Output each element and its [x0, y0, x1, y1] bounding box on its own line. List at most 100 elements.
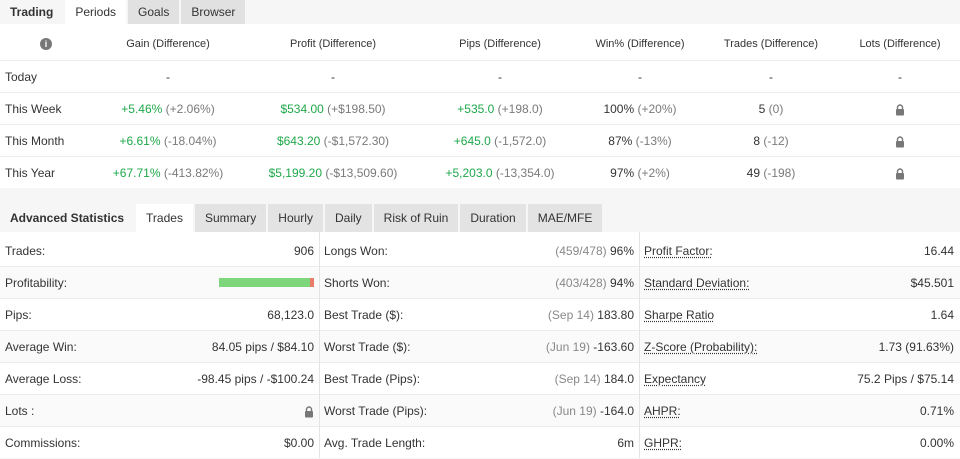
stat-label[interactable]: AHPR:	[644, 404, 681, 418]
info-icon[interactable]: i	[40, 38, 52, 51]
tab-summary[interactable]: Summary	[194, 204, 269, 232]
stats-tab-bar: Advanced Statistics Trades Summary Hourl…	[0, 204, 960, 232]
stat-value: 84.05 pips / $84.10	[211, 340, 314, 354]
stat-detail: (Sep 14)	[547, 308, 594, 322]
win-value: 87%	[608, 134, 633, 148]
stat-label: Commissions:	[5, 436, 81, 450]
stat-label: Best Trade ($):	[324, 308, 404, 322]
stat-value: -163.60	[593, 340, 634, 354]
tab-periods[interactable]: Periods	[65, 0, 129, 24]
stat-label[interactable]: Z-Score (Probability):	[644, 340, 758, 354]
profit-value: $5,199.20	[268, 166, 322, 180]
profit-diff: (-$1,572.30)	[323, 134, 390, 148]
header-win: Win% (Difference)	[595, 38, 685, 50]
periods-table: i Gain (Difference) Profit (Difference) …	[0, 24, 960, 188]
gain-value: +67.71%	[112, 166, 161, 180]
stat-value: -164.0	[599, 404, 634, 418]
stat-label: Worst Trade ($):	[324, 340, 411, 354]
stats-row: Trades: 906 Longs Won: (459/478) 96% Pro…	[0, 235, 960, 267]
stat-label: Avg. Trade Length:	[324, 436, 426, 450]
trades-value: 49	[746, 166, 760, 180]
stats-row: Average Loss: -98.45 pips / -$100.24 Bes…	[0, 363, 960, 395]
stat-detail: (403/428)	[555, 276, 607, 290]
profitability-bar	[219, 278, 314, 287]
tab-trades[interactable]: Trades	[136, 204, 195, 232]
pips-cell: +5,203.0 (-13,354.0)	[430, 157, 570, 189]
stat-value: $0.00	[283, 436, 314, 450]
stat-value: 68,123.0	[267, 308, 314, 322]
pips-value: -	[498, 70, 502, 84]
trades-value: 5	[758, 102, 766, 116]
period-row-month: This Month +6.61% (-18.04%) $643.20 (-$1…	[0, 124, 960, 156]
trades-value: -	[769, 70, 773, 84]
stat-label[interactable]: Expectancy	[644, 372, 707, 386]
column-divider	[319, 232, 320, 458]
profit-diff: (-$13,509.60)	[325, 166, 398, 180]
stat-value: -98.45 pips / -$100.24	[197, 372, 314, 386]
pips-value: +645.0	[453, 134, 491, 148]
stat-detail: (Sep 14)	[554, 372, 601, 386]
win-value: -	[638, 70, 642, 84]
stat-value-group: (Jun 19) -164.0	[553, 395, 634, 427]
stat-value-group: (Jun 19) -163.60	[546, 331, 634, 363]
gain-diff: (-18.04%)	[163, 134, 217, 148]
stat-value-group: (403/428) 94%	[555, 267, 634, 299]
advanced-statistics-panel: Trades: 906 Longs Won: (459/478) 96% Pro…	[0, 232, 960, 458]
win-cell: 100% (+20%)	[570, 93, 710, 125]
row-label: This Week	[5, 102, 62, 116]
trades-cell: 49 (-198)	[701, 157, 841, 189]
tab-mae-mfe[interactable]: MAE/MFE	[527, 204, 605, 232]
header-gain: Gain (Difference)	[126, 38, 210, 50]
header-trades: Trades (Difference)	[723, 38, 819, 50]
section-separator	[0, 188, 960, 204]
stat-label[interactable]: GHPR:	[644, 436, 683, 450]
pips-diff: (-13,354.0)	[495, 166, 555, 180]
lots-cell	[830, 93, 960, 125]
stat-value: 16.44	[923, 244, 954, 258]
header-profit: Profit (Difference)	[290, 38, 376, 50]
pips-cell: +535.0 (+198.0)	[430, 93, 570, 125]
stat-value-group: (Sep 14) 183.80	[548, 299, 634, 331]
tab-duration[interactable]: Duration	[460, 204, 528, 232]
gain-cell: +6.61% (-18.04%)	[98, 125, 238, 157]
stat-label[interactable]: Standard Deviation:	[644, 276, 750, 290]
tab-browser[interactable]: Browser	[181, 0, 248, 24]
lots-lock	[304, 395, 314, 427]
trades-diff: (-198)	[763, 166, 796, 180]
stat-value: 183.80	[597, 308, 634, 322]
row-label: Today	[5, 70, 38, 84]
gain-value: -	[166, 70, 170, 84]
gain-diff: (-413.82%)	[163, 166, 224, 180]
stat-value: 1.73 (91.63%)	[878, 340, 954, 354]
stat-value: 0.00%	[919, 436, 954, 450]
tab-goals[interactable]: Goals	[128, 0, 182, 24]
win-diff: (-13%)	[635, 134, 672, 148]
profit-cell: $643.20 (-$1,572.30)	[263, 125, 403, 157]
gain-cell: +67.71% (-413.82%)	[98, 157, 238, 189]
stat-value: 6m	[617, 436, 634, 450]
gain-value: +5.46%	[121, 102, 163, 116]
tab-trading[interactable]: Trading	[0, 0, 66, 24]
stat-value: 1.64	[930, 308, 954, 322]
stat-label: Trades:	[5, 244, 46, 258]
tab-hourly[interactable]: Hourly	[268, 204, 325, 232]
stat-detail: (Jun 19)	[545, 340, 590, 354]
stat-value-group: (Sep 14) 184.0	[555, 363, 634, 395]
stat-label: Average Loss:	[5, 372, 82, 386]
win-value: 97%	[610, 166, 635, 180]
tab-advanced-statistics: Advanced Statistics	[0, 204, 137, 232]
tab-daily[interactable]: Daily	[324, 204, 374, 232]
stat-label: Worst Trade (Pips):	[324, 404, 428, 418]
column-divider	[639, 232, 640, 458]
stat-label[interactable]: Profit Factor:	[644, 244, 713, 258]
trades-diff: (0)	[768, 102, 784, 116]
stat-label[interactable]: Sharpe Ratio	[644, 308, 715, 322]
stat-label: Profitability:	[5, 276, 68, 290]
stat-detail: (459/478)	[555, 244, 607, 258]
pips-cell: +645.0 (-1,572.0)	[430, 125, 570, 157]
tab-risk-of-ruin[interactable]: Risk of Ruin	[373, 204, 461, 232]
period-row-year: This Year +67.71% (-413.82%) $5,199.20 (…	[0, 156, 960, 188]
stat-value-group: (459/478) 96%	[555, 235, 634, 267]
stats-row: Lots : Worst Trade (Pips): (Jun 19) -164…	[0, 395, 960, 427]
stats-row: Profitability: Shorts Won: (403/428) 94%…	[0, 267, 960, 299]
